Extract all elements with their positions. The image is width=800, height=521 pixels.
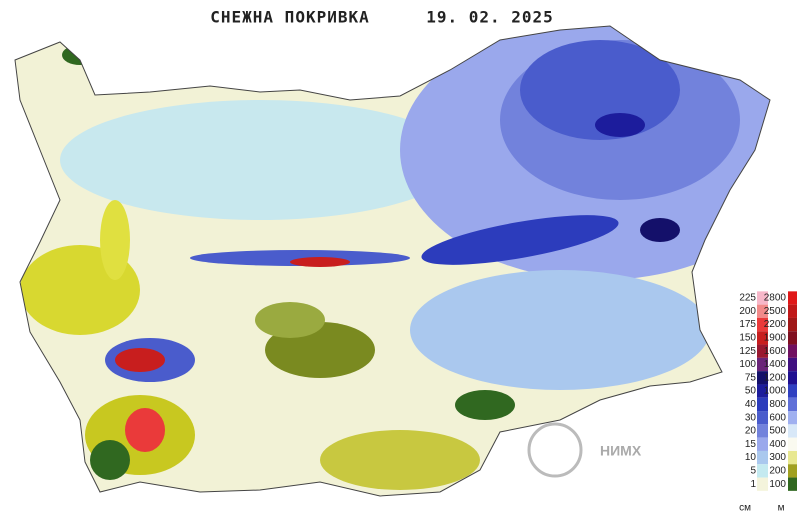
legend-unit: см: [739, 503, 751, 514]
legend-swatch: [788, 304, 797, 318]
legend-swatch: [757, 384, 768, 398]
legend-label: 500: [769, 426, 786, 437]
legend-swatch: [788, 424, 797, 438]
legend-label: 40: [745, 399, 757, 410]
legend: 225 200 175 150 125 100 75 50 40 30 20 15 10 5 1 2800 25…: [739, 291, 797, 514]
legend-label: 400: [769, 439, 786, 450]
map-date: 19. 02. 2025: [426, 8, 554, 27]
legend-swatch: [788, 384, 797, 398]
legend-label: 600: [769, 412, 786, 423]
legend-swatch: [757, 450, 768, 465]
legend-swatch: [788, 450, 797, 465]
legend-swatch: [757, 331, 768, 345]
legend-swatch: [788, 464, 797, 478]
legend-label: 1600: [764, 346, 787, 357]
legend-label: 2800: [764, 293, 787, 304]
legend-swatch: [757, 437, 768, 451]
legend-label: 1200: [764, 372, 787, 383]
legend-label: 300: [769, 452, 786, 463]
legend-swatch: [788, 477, 797, 491]
legend-label: 175: [739, 319, 756, 330]
legend-swatch: [757, 464, 768, 478]
legend-swatch: [788, 397, 797, 412]
legend-swatch: [788, 411, 797, 425]
legend-label: 5: [750, 466, 756, 477]
legend-swatch: [788, 344, 797, 358]
legend-label: 225: [739, 293, 756, 304]
legend-label: 150: [739, 333, 756, 344]
legend-swatch: [757, 477, 768, 491]
legend-swatch: [788, 371, 797, 385]
legend-label: 200: [769, 466, 786, 477]
logo-text: НИМХ: [600, 443, 642, 459]
legend-swatch: [757, 424, 768, 438]
legend-swatch: [757, 317, 768, 332]
legend-label: 20: [745, 426, 757, 437]
legend-label: 2500: [764, 306, 787, 317]
legend-label: 15: [745, 439, 757, 450]
legend-label: 100: [739, 359, 756, 370]
legend-label: 1400: [764, 359, 787, 370]
legend-swatch: [788, 317, 797, 332]
legend-swatch: [757, 291, 768, 305]
legend-swatch: [757, 371, 768, 385]
logo: НИМХ: [527, 422, 642, 478]
legend-label: 200: [739, 306, 756, 317]
legend-label: 10: [745, 452, 757, 463]
legend-swatch: [757, 304, 768, 318]
legend-swatch: [757, 397, 768, 412]
legend-swatch: [757, 357, 768, 372]
legend-unit: м: [778, 503, 785, 514]
legend-swatch: [788, 437, 797, 451]
legend-swatch: [757, 344, 768, 358]
legend-swatch: [788, 331, 797, 345]
legend-label: 100: [769, 479, 786, 490]
legend-swatch: [788, 357, 797, 372]
country-border: [14, 25, 771, 497]
legend-label: 1: [750, 479, 756, 490]
legend-label: 800: [769, 399, 786, 410]
legend-label: 50: [745, 386, 757, 397]
map-title: СНЕЖНА ПОКРИВКА: [210, 8, 370, 27]
legend-label: 1900: [764, 333, 787, 344]
legend-label: 30: [745, 412, 757, 423]
legend-label: 125: [739, 346, 756, 357]
legend-label: 2200: [764, 319, 787, 330]
legend-swatch: [788, 291, 797, 305]
legend-label: 1000: [764, 386, 787, 397]
legend-label: 75: [745, 372, 757, 383]
legend-swatch: [757, 411, 768, 425]
